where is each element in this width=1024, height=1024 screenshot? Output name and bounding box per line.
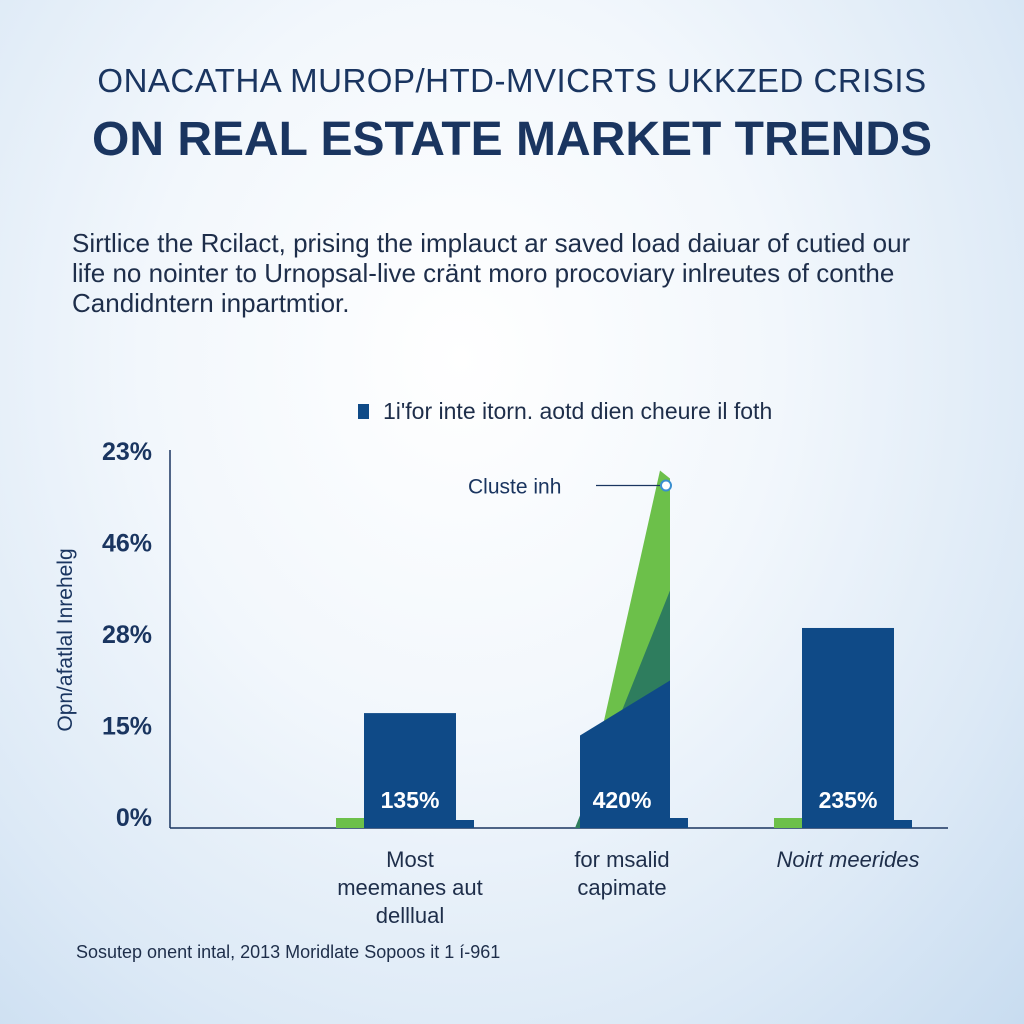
bar-core [580,680,670,828]
bar [364,713,456,828]
description: Sirtlice the Rcilact, prising the implau… [72,228,911,318]
bar-tail [456,820,474,828]
bar-accent [336,818,364,828]
bar-tail [894,820,912,828]
bar [802,627,894,828]
source: Sosutep onent intal, 2013 Moridlate Sopo… [76,942,501,962]
title: ONACATHA MUROP/HTD-MVICRTS UKKZED CRISIS [97,62,927,99]
bar-tail [670,818,688,828]
y-label: 23% [102,438,152,466]
x-tick-label: Most meemanes aut delllual [337,847,483,928]
title-line-2: ON REAL ESTATE MARKET TRENDS [91,113,933,166]
x-tick-label: for msalid capimate [574,847,670,900]
annotation-dot [660,479,672,492]
y-label: 46% [102,530,152,558]
value-label: 420% [593,787,652,813]
y-label: 0% [116,804,152,832]
bar-accent [774,818,802,828]
y-axis-title: Opn/afatlal Inrehelg [54,548,77,731]
value-label: 135% [381,787,440,813]
annotation: Cluste inh [468,476,561,499]
legend: 1i'for inte itorn. aotd dien cheure il f… [358,398,772,425]
legend-swatch [358,404,369,419]
value-label: 235% [819,787,878,813]
x-tick-label: Noirt meerides [776,847,920,872]
y-label: 28% [102,621,152,649]
y-label: 15% [102,713,152,741]
legend-text: 1i'for inte itorn. aotd dien cheure il f… [383,398,773,424]
